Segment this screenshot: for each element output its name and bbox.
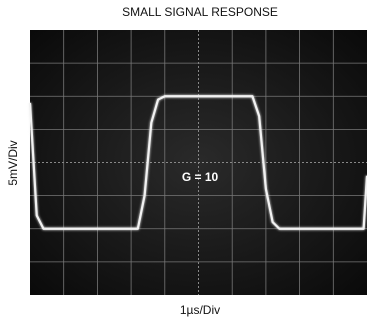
chart-title: SMALL SIGNAL RESPONSE xyxy=(122,5,278,19)
annotation: G = 10 xyxy=(182,170,219,184)
y-axis-label: 5mV/Div xyxy=(6,140,20,185)
x-axis-label: 1µs/Div xyxy=(180,303,220,317)
trace xyxy=(28,95,367,230)
